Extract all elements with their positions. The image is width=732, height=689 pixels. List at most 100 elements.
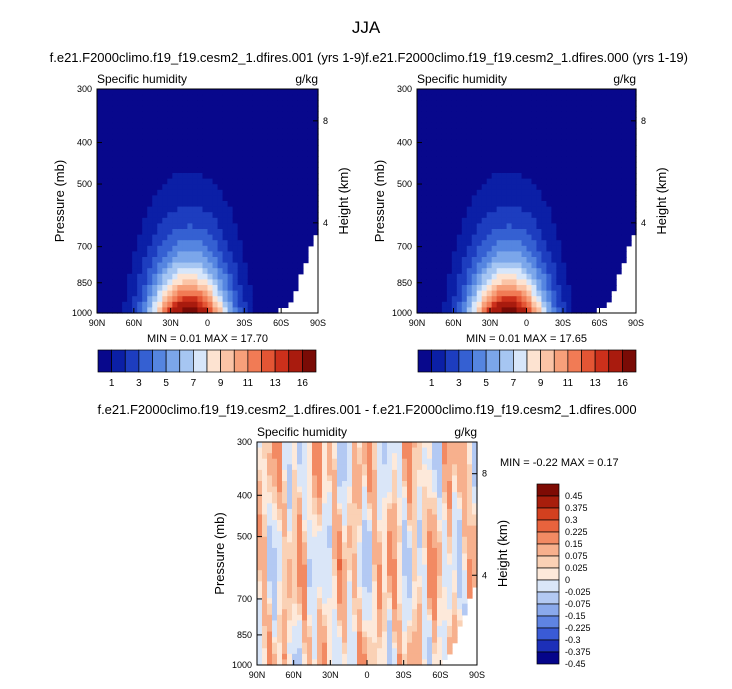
field-cell [102, 133, 108, 140]
field-cell [292, 257, 299, 264]
field-cell [287, 105, 294, 112]
field-cell [441, 178, 448, 185]
field-cell [372, 625, 378, 633]
field-cell [292, 229, 299, 236]
field-cell [172, 279, 178, 286]
field-cell [107, 285, 113, 292]
field-cell [546, 279, 552, 286]
field-cell [581, 279, 587, 286]
field-cell [456, 307, 463, 314]
field-cell [282, 240, 289, 247]
field-cell [616, 189, 622, 196]
field-cell [436, 167, 443, 174]
field-cell [412, 648, 418, 655]
field-cell [242, 133, 249, 140]
field-cell [227, 268, 234, 275]
field-cell [292, 89, 299, 96]
field-cell [596, 128, 602, 135]
field-cell [392, 442, 398, 449]
field-cell [257, 481, 263, 488]
field-cell [207, 94, 214, 101]
field-cell [421, 201, 428, 208]
field-cell [327, 575, 333, 582]
field-cell [616, 150, 622, 157]
field-cell [591, 234, 597, 241]
field-cell [506, 150, 513, 157]
field-cell [292, 458, 298, 465]
field-cell [367, 536, 373, 543]
field-cell [167, 161, 173, 168]
field-cell [267, 570, 273, 577]
field-cell [421, 145, 428, 152]
field-cell [431, 273, 438, 280]
field-cell [277, 229, 284, 236]
field-cell [292, 173, 299, 180]
field-cell [302, 653, 308, 661]
field-cell [362, 531, 368, 538]
field-cell [182, 145, 189, 152]
field-cell [177, 285, 183, 292]
field-cell [506, 307, 513, 314]
field-cell [412, 581, 418, 588]
field-cell [267, 100, 274, 107]
field-cell [392, 592, 398, 599]
field-cell [367, 631, 373, 638]
field-cell [501, 139, 508, 146]
field-cell [432, 486, 438, 493]
field-cell [287, 481, 293, 488]
field-cell [362, 631, 368, 638]
field-cell [372, 520, 378, 527]
field-cell [586, 273, 592, 280]
field-cell [282, 531, 288, 538]
field-cell [616, 245, 622, 252]
field-cell [252, 189, 259, 196]
field-cell [541, 206, 548, 213]
field-cell [122, 195, 128, 202]
field-cell [262, 128, 269, 135]
field-cell [222, 279, 229, 286]
field-cell [427, 492, 433, 499]
field-cell [421, 296, 428, 303]
field-cell [262, 223, 269, 230]
field-cell [611, 184, 617, 191]
field-cell [407, 642, 413, 649]
field-cell [252, 206, 259, 213]
field-cell [362, 469, 368, 477]
field-cell [327, 553, 333, 560]
field-cell [107, 206, 113, 213]
field-cell [282, 257, 289, 264]
field-cell [292, 475, 298, 482]
colorbar-swatch [431, 349, 446, 373]
field-cell [591, 223, 597, 230]
field-cell [372, 620, 378, 627]
field-cell [466, 145, 473, 152]
field-cell [267, 625, 273, 633]
field-cell [272, 659, 278, 666]
x-tick-label: 0 [205, 318, 210, 328]
field-cell [107, 178, 113, 185]
field-cell [267, 642, 273, 649]
field-cell [566, 212, 572, 219]
field-cell [267, 469, 273, 477]
field-cell [432, 492, 438, 499]
field-cell [536, 139, 543, 146]
field-cell [317, 464, 323, 471]
field-cell [491, 262, 498, 269]
field-cell [197, 100, 204, 107]
x-tick-label: 0 [524, 318, 529, 328]
field-cell [257, 285, 264, 292]
field-cell [132, 273, 138, 280]
field-cell [556, 167, 562, 174]
colorbar-swatch [261, 349, 276, 373]
field-cell [531, 173, 538, 180]
field-cell [621, 257, 627, 264]
field-cell [496, 234, 503, 241]
field-cell [377, 442, 383, 449]
field-cell [432, 481, 438, 488]
field-cell [571, 290, 577, 297]
field-cell [417, 614, 423, 621]
field-cell [561, 94, 567, 101]
field-cell [471, 111, 478, 118]
field-cell [402, 603, 408, 610]
field-cell [292, 195, 299, 202]
